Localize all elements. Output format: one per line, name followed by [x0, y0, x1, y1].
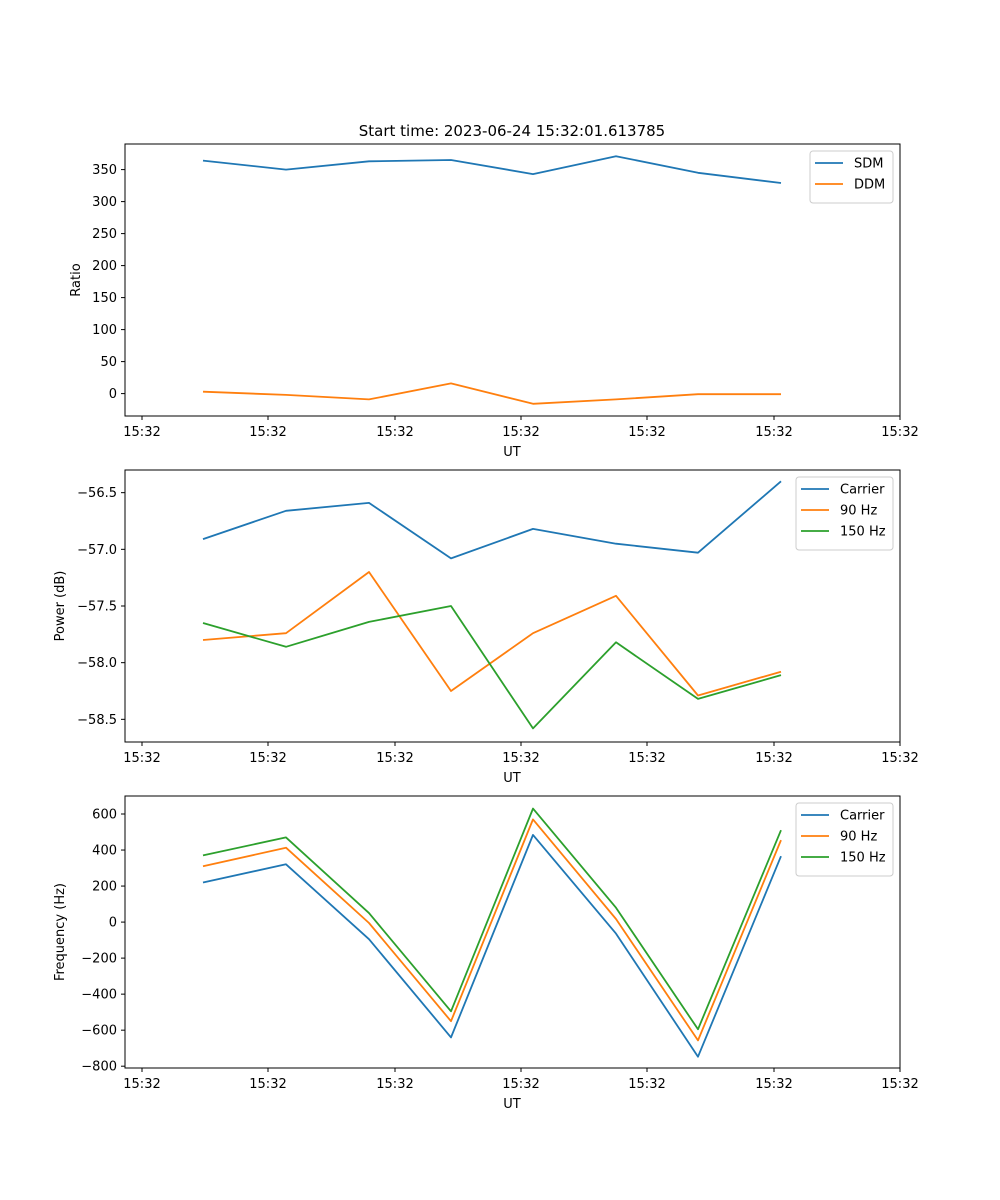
y-tick-label: 150	[92, 291, 117, 306]
x-tick-label: 15:32	[123, 1077, 160, 1092]
panel-2: 15:32 15:32 15:32 15:32 15:32 15:32 15:32 −56.5…	[53, 469, 919, 786]
x-tick-label: 15:32	[249, 1077, 286, 1092]
y-tick-label: 50	[100, 355, 117, 370]
x-tick-label: 15:32	[881, 751, 918, 766]
x-tick-label: 15:32	[376, 751, 413, 766]
x-tick-label: 15:32	[376, 425, 413, 440]
chart-title: Start time: 2023-06-24 15:32:01.613785	[359, 122, 665, 140]
x-tick-label: 15:32	[881, 425, 918, 440]
y-tick-label: −57.0	[77, 543, 117, 558]
x-tick-label: 15:32	[502, 1077, 539, 1092]
axes-frame	[124, 469, 901, 743]
y-tick-label: −58.5	[77, 713, 117, 728]
series-line-150-hz	[202, 605, 782, 730]
y-axis-label: Frequency (Hz)	[53, 883, 68, 981]
legend-label: Carrier	[840, 483, 885, 498]
x-tick-label: 15:32	[249, 751, 286, 766]
y-tick-label: 400	[92, 844, 117, 859]
x-axis-label: UT	[503, 1097, 521, 1112]
x-tick-label: 15:32	[628, 1077, 665, 1092]
y-tick-label: −58.0	[77, 656, 117, 671]
legend: Carrier 90 Hz 150 Hz	[795, 802, 894, 877]
x-axis-label: UT	[503, 445, 521, 460]
x-tick-label: 15:32	[628, 425, 665, 440]
x-tick-label: 15:32	[755, 751, 792, 766]
legend-label: 150 Hz	[840, 525, 886, 540]
legend-label: 150 Hz	[840, 851, 886, 866]
series-line-carrier	[202, 834, 782, 1058]
x-tick-label: 15:32	[755, 425, 792, 440]
y-tick-label: 600	[92, 808, 117, 823]
y-tick-label: −600	[81, 1024, 117, 1039]
series-line-carrier	[202, 480, 782, 560]
x-tick-label: 15:32	[881, 1077, 918, 1092]
x-tick-label: 15:32	[502, 425, 539, 440]
panel-1: 15:32 15:32 15:32 15:32 15:32 15:32 15:32 0 50 10…	[69, 143, 919, 460]
legend-box	[809, 150, 894, 204]
x-tick-label: 15:32	[755, 1077, 792, 1092]
series-line-sdm	[202, 155, 782, 184]
y-tick-label: 100	[92, 323, 117, 338]
series-line-ddm	[202, 382, 781, 405]
legend-label: Carrier	[840, 809, 885, 824]
axes-frame	[124, 795, 901, 1069]
y-tick-label: 0	[109, 387, 117, 402]
x-tick-label: 15:32	[123, 751, 160, 766]
y-tick-label: −57.5	[77, 600, 117, 615]
legend: SDM DDM	[809, 150, 894, 204]
panels: 15:32 15:32 15:32 15:32 15:32 15:32 15:32 0 50 10…	[53, 143, 919, 1112]
y-tick-label: 350	[92, 163, 117, 178]
x-axis-label: UT	[503, 771, 521, 786]
panel-3: 15:32 15:32 15:32 15:32 15:32 15:32 15:32 600 40…	[53, 795, 919, 1112]
series-line-90-hz	[202, 818, 782, 1042]
y-tick-label: −800	[81, 1060, 117, 1075]
y-tick-label: −400	[81, 988, 117, 1003]
x-tick-label: 15:32	[502, 751, 539, 766]
x-tick-label: 15:32	[123, 425, 160, 440]
y-tick-label: 200	[92, 259, 117, 274]
y-axis-label: Power (dB)	[53, 571, 68, 642]
y-tick-label: 300	[92, 195, 117, 210]
legend-label: SDM	[854, 157, 883, 172]
y-tick-label: 200	[92, 880, 117, 895]
axes-frame	[124, 143, 901, 417]
y-tick-label: 0	[109, 916, 117, 931]
y-tick-label: 250	[92, 227, 117, 242]
x-tick-label: 15:32	[628, 751, 665, 766]
series-line-90-hz	[202, 571, 782, 697]
legend-label: DDM	[854, 178, 885, 193]
legend: Carrier 90 Hz 150 Hz	[795, 476, 894, 551]
x-tick-label: 15:32	[376, 1077, 413, 1092]
y-tick-label: −200	[81, 952, 117, 967]
legend-label: 90 Hz	[840, 504, 877, 519]
y-tick-label: −56.5	[77, 486, 117, 501]
legend-label: 90 Hz	[840, 830, 877, 845]
x-tick-label: 15:32	[249, 425, 286, 440]
y-axis-label: Ratio	[69, 263, 84, 296]
series-line-150-hz	[202, 807, 782, 1031]
